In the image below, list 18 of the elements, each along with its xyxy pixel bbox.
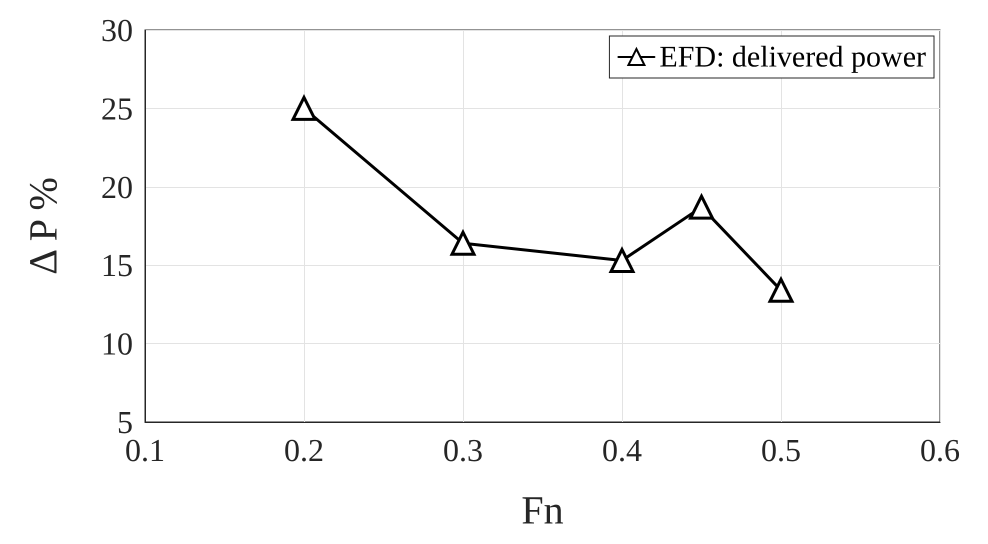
x-tick-label: 0.6 bbox=[920, 432, 960, 468]
point bbox=[768, 278, 794, 303]
x-tick-label: 0.3 bbox=[443, 432, 483, 468]
x-tick-label: 0.2 bbox=[284, 432, 324, 468]
y-axis-title: Δ P % bbox=[20, 177, 66, 275]
x-tick-label: 0.4 bbox=[602, 432, 642, 468]
x-axis-title: Fn bbox=[521, 488, 564, 532]
legend-label: EFD: delivered power bbox=[659, 40, 926, 74]
y-tick-label: 15 bbox=[101, 247, 133, 284]
y-tick-label: 25 bbox=[101, 90, 133, 126]
point bbox=[610, 248, 634, 273]
point bbox=[689, 194, 714, 220]
y-tick-label: 30 bbox=[101, 12, 133, 48]
x-tick-label: 0.5 bbox=[761, 432, 801, 468]
y-tick-label: 10 bbox=[101, 326, 133, 362]
point bbox=[292, 96, 316, 121]
y-tick-label: 20 bbox=[101, 168, 133, 205]
point bbox=[450, 230, 476, 256]
